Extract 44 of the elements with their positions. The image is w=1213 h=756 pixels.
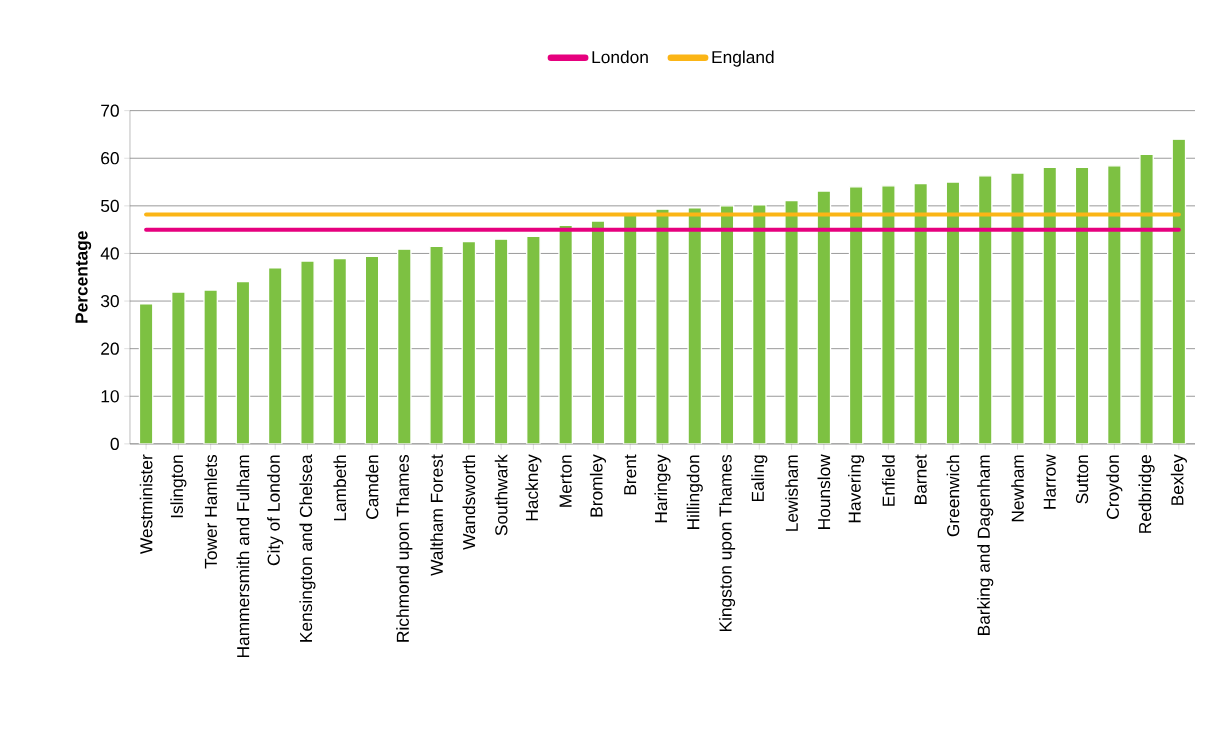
y-tick-label: 0 (110, 437, 119, 451)
x-tick-label: Waltham Forest (430, 454, 443, 576)
x-tick-label: Hammersmith and Fulham (236, 455, 250, 658)
x-tick-label: Greenwich (946, 455, 960, 537)
y-tick-label: 20 (101, 342, 119, 355)
x-tick-label: Redbridge (1138, 455, 1155, 533)
x-tick-label: Bromley (589, 454, 607, 517)
x-tick-label: Merton (559, 455, 572, 507)
y-tick-label: 50 (100, 199, 119, 213)
x-tick-label: City of London (267, 455, 284, 566)
x-tick-label: Harrow (1043, 454, 1056, 509)
x-tick-label: Brent (624, 454, 637, 495)
x-tick-label: Southwark (494, 454, 508, 536)
x-tick-label: Barking and Dagenham (977, 455, 994, 636)
x-tick-label: Croydon (1106, 455, 1123, 519)
x-tick-label: Kingston upon Thames (718, 455, 736, 632)
x-tick-label: Hillingdon (686, 455, 703, 530)
x-tick-label: Enfield (882, 455, 895, 506)
legend-label: England (712, 50, 774, 67)
y-tick-label: 30 (100, 295, 119, 308)
y-axis-title: Percentage (75, 231, 92, 323)
x-tick-label: Westminister (139, 454, 153, 555)
x-tick-label: Lambeth (333, 455, 347, 521)
x-tick-label: Islington (170, 455, 187, 518)
x-tick-label: Hackney (525, 454, 542, 521)
x-tick-label: Hounslow (817, 454, 831, 530)
x-tick-label: Kensington and Chelsea (299, 454, 316, 642)
x-tick-label: Richmond upon Thames (396, 455, 413, 642)
x-tick-label: Wandsworth (462, 455, 476, 550)
x-tick-label: Sutton (1075, 455, 1089, 504)
x-tick-label: Bexley (1170, 454, 1187, 505)
x-tick-label: Tower Hamlets (204, 455, 218, 569)
y-tick-label: 70 (101, 104, 119, 117)
legend-label: London (592, 50, 648, 64)
y-tick-label: 60 (101, 152, 119, 165)
x-tick-label: Barnet (914, 454, 927, 505)
x-tick-label: Camden (365, 455, 379, 519)
x-tick-label: Ealing (751, 455, 768, 502)
x-tick-label: Haringey (654, 454, 671, 523)
y-tick-label: 10 (101, 390, 119, 403)
x-tick-label: Newham (1011, 455, 1024, 522)
y-tick-label: 40 (100, 247, 119, 260)
x-tick-label: Lewisham (785, 455, 798, 531)
x-tick-label: Havering (848, 455, 865, 523)
